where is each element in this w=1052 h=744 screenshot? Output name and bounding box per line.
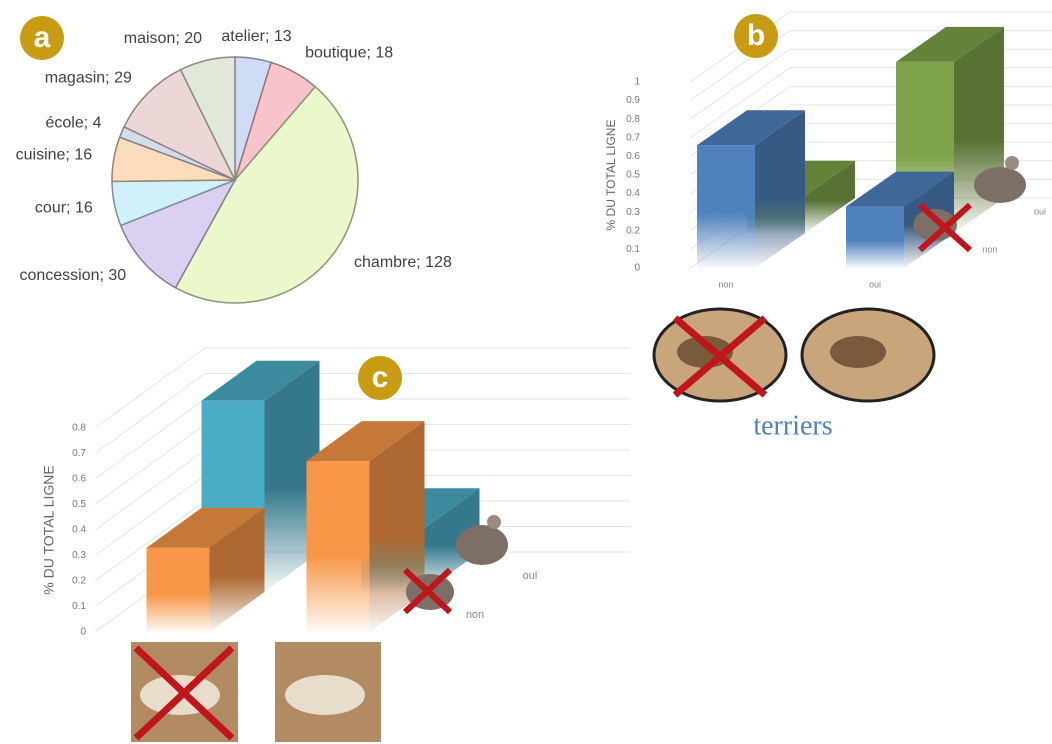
y-tick-label: 0.3 (72, 550, 86, 561)
cross (402, 567, 453, 615)
mouse-ear (1005, 156, 1019, 170)
pie-slice (179, 56, 236, 181)
cross (672, 315, 768, 398)
bar-top (306, 421, 425, 462)
pie-label: école; 4 (45, 115, 101, 132)
y-tick-label: 0.2 (626, 225, 640, 236)
pie-label: maison; 20 (124, 30, 202, 47)
pie-label: boutique; 18 (305, 44, 393, 61)
y-tick-label: 0.8 (72, 423, 86, 434)
pie-label: cuisine; 16 (16, 146, 93, 163)
mouse (456, 525, 508, 565)
y-tick-label: 0.4 (72, 525, 86, 536)
y-tick-label: 0.8 (626, 114, 640, 125)
panel-badge (358, 356, 402, 400)
y-tick-label: 0.7 (626, 132, 640, 143)
bar-side (805, 160, 855, 233)
mouse-icons-c (402, 515, 508, 615)
series-label: oui (1034, 206, 1046, 216)
cross (917, 202, 973, 253)
mouse (974, 167, 1026, 203)
pie-label: magasin; 29 (45, 69, 132, 86)
y-tick-label: 1 (634, 77, 640, 88)
grid-line (94, 373, 630, 454)
pie-slice (119, 178, 237, 289)
bar-top (146, 507, 265, 548)
y-tick-label: 0.6 (626, 151, 640, 162)
mouse-ear (487, 515, 501, 529)
pie-label: chambre; 128 (354, 254, 452, 271)
pie-slice (123, 68, 237, 182)
grid-line (94, 347, 630, 429)
bar-side (209, 507, 265, 632)
y-tick-label: 0.5 (72, 499, 86, 510)
y-tick-label: 0.2 (72, 576, 86, 587)
pie-label: atelier; 13 (221, 28, 291, 45)
bar-side (264, 360, 320, 592)
panel-letter: b (747, 19, 765, 52)
mouse (913, 209, 957, 241)
y-tick-label: 0.6 (72, 474, 86, 485)
series-label: non (982, 244, 997, 254)
bar (146, 547, 210, 632)
x-tick-label: non (718, 279, 733, 289)
grid-line (689, 11, 1052, 83)
y-axis-title: % DU TOTAL LIGNE (41, 465, 57, 594)
bar-top (896, 26, 1004, 62)
burrow-hole (830, 336, 886, 368)
pie-label: cour; 16 (35, 199, 93, 216)
bar (697, 145, 755, 268)
y-tick-label: 0.9 (626, 95, 640, 106)
burrow-images (652, 307, 936, 403)
dog (285, 675, 365, 715)
bar (306, 461, 370, 632)
pie-label: concession; 30 (19, 267, 126, 284)
panel-letter: c (372, 361, 389, 394)
panel-badge (20, 16, 64, 60)
x-tick-label: oui (869, 279, 881, 289)
bar-side (424, 488, 480, 592)
series-label: non (466, 609, 484, 621)
y-axis-title: % DU TOTAL LIGNE (604, 120, 618, 231)
bar-top (201, 360, 320, 401)
y-tick-label: 0.4 (626, 188, 640, 199)
bar-top (846, 171, 954, 207)
cross (133, 645, 235, 741)
y-tick-label: 0.5 (626, 170, 640, 181)
bar-top (697, 110, 805, 146)
y-tick-label: 0.3 (626, 207, 640, 218)
bar (846, 206, 904, 268)
panel-letter: a (34, 21, 51, 54)
y-tick-label: 0.1 (626, 244, 640, 255)
y-tick-label: 0 (80, 627, 86, 638)
y-tick-label: 0.1 (72, 601, 86, 612)
panel-badge (734, 14, 778, 58)
mouse-icons-b (913, 156, 1026, 253)
dog-images (131, 642, 381, 742)
pie-slice (174, 85, 359, 304)
bar-side (755, 110, 805, 269)
series-label: oui (523, 570, 538, 582)
y-tick-label: 0.7 (72, 448, 86, 459)
x-axis-title: terriers (753, 410, 832, 441)
y-tick-label: 0 (634, 263, 640, 274)
